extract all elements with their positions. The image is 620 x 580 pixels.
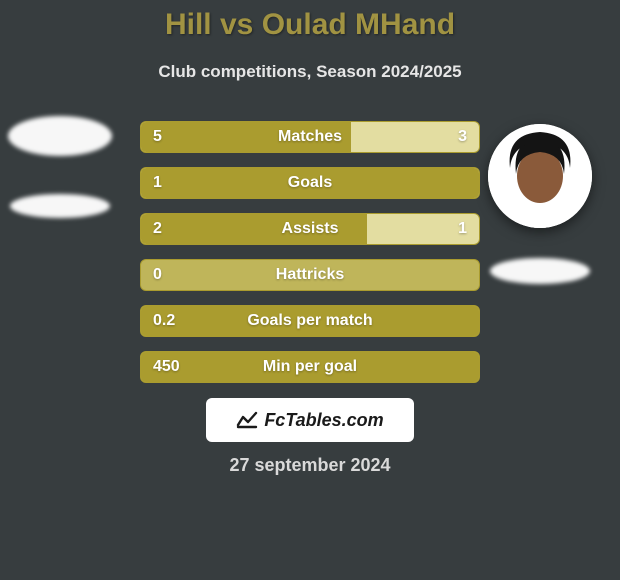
stat-label: Goals per match bbox=[247, 312, 372, 330]
stat-value-right: 3 bbox=[458, 128, 467, 146]
stat-row: 5 3 Matches bbox=[140, 121, 480, 153]
stat-label: Matches bbox=[278, 128, 342, 146]
stat-label: Hattricks bbox=[276, 266, 344, 284]
player-right-oval bbox=[490, 258, 590, 284]
page-title: Hill vs Oulad MHand bbox=[165, 8, 455, 42]
stats-panel: 5 3 Matches 1 Goals 2 1 Assists 0 Hattricks 0.2 Goa… bbox=[140, 121, 480, 383]
stat-value-left: 1 bbox=[153, 174, 162, 192]
brand-icon bbox=[236, 411, 258, 429]
title-vs: vs bbox=[220, 8, 253, 41]
stat-row: 450 Min per goal bbox=[140, 351, 480, 383]
player-left-oval-1 bbox=[8, 116, 112, 156]
stat-row: 1 Goals bbox=[140, 167, 480, 199]
stat-row: 0.2 Goals per match bbox=[140, 305, 480, 337]
stat-value-right: 1 bbox=[458, 220, 467, 238]
stat-label: Min per goal bbox=[263, 358, 357, 376]
player-left-oval-2 bbox=[10, 194, 110, 218]
stat-row: 0 Hattricks bbox=[140, 259, 480, 291]
stat-value-left: 5 bbox=[153, 128, 162, 146]
stat-row: 2 1 Assists bbox=[140, 213, 480, 245]
subtitle: Club competitions, Season 2024/2025 bbox=[158, 62, 461, 82]
stat-value-left: 0 bbox=[153, 266, 162, 284]
player-right-avatar bbox=[488, 124, 592, 228]
brand-badge: FcTables.com bbox=[206, 398, 414, 442]
player-left-group bbox=[8, 116, 112, 218]
player-right-group bbox=[488, 124, 592, 284]
date-text: 27 september 2024 bbox=[229, 455, 390, 476]
brand-text: FcTables.com bbox=[264, 410, 383, 431]
stat-value-left: 0.2 bbox=[153, 312, 175, 330]
stat-value-left: 450 bbox=[153, 358, 180, 376]
stat-label: Goals bbox=[288, 174, 332, 192]
title-player2: Oulad MHand bbox=[262, 8, 455, 41]
stat-label: Assists bbox=[282, 220, 339, 238]
title-player1: Hill bbox=[165, 8, 212, 41]
stat-value-left: 2 bbox=[153, 220, 162, 238]
